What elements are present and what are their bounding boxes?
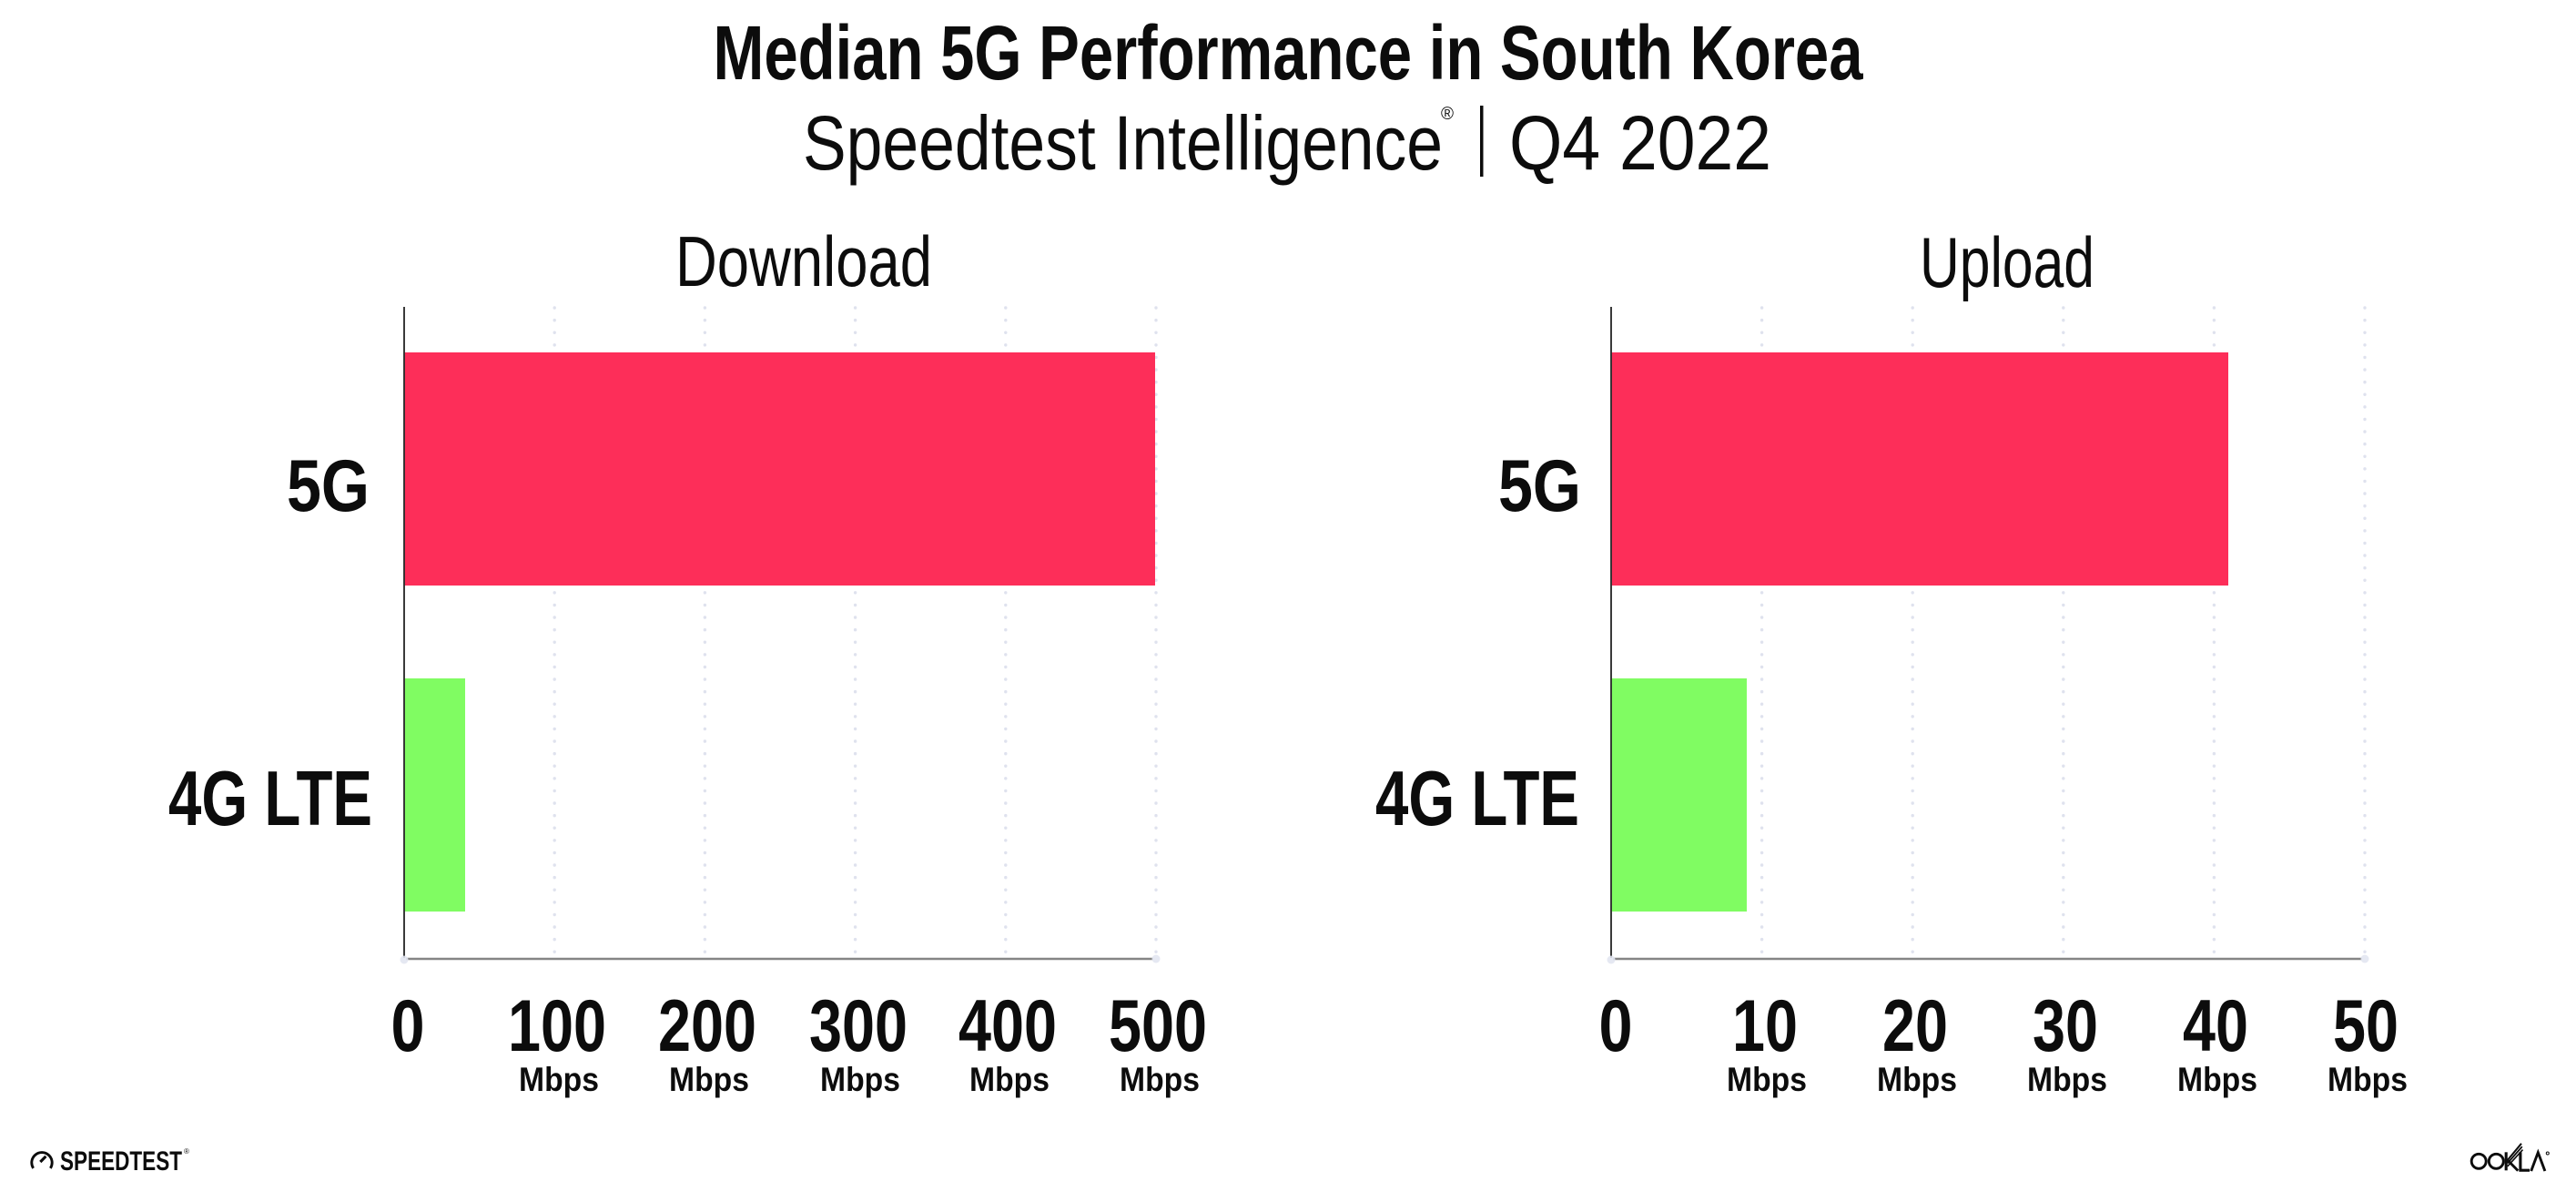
svg-text:Mbps: Mbps xyxy=(969,1060,1050,1098)
svg-text:SPEEDTEST: SPEEDTEST xyxy=(60,1146,182,1177)
svg-text:400: 400 xyxy=(958,985,1057,1067)
svg-text:300: 300 xyxy=(809,985,908,1067)
svg-text:0: 0 xyxy=(391,985,425,1067)
svg-text:0: 0 xyxy=(1599,985,1633,1067)
svg-text:®: ® xyxy=(184,1147,189,1156)
svg-text:Mbps: Mbps xyxy=(2177,1060,2257,1098)
svg-text:Mbps: Mbps xyxy=(2328,1060,2408,1098)
svg-text:5G: 5G xyxy=(287,445,370,527)
svg-text:4G LTE: 4G LTE xyxy=(1375,756,1579,842)
svg-text:Upload: Upload xyxy=(1920,222,2094,302)
svg-text:Mbps: Mbps xyxy=(519,1060,599,1098)
svg-text:50: 50 xyxy=(2333,985,2399,1067)
svg-text:®: ® xyxy=(1441,105,1454,124)
svg-text:Mbps: Mbps xyxy=(2027,1060,2107,1098)
svg-text:Mbps: Mbps xyxy=(669,1060,749,1098)
svg-text:Mbps: Mbps xyxy=(1877,1060,1957,1098)
svg-text:Mbps: Mbps xyxy=(1727,1060,1807,1098)
svg-text:Mbps: Mbps xyxy=(820,1060,900,1098)
svg-text:20: 20 xyxy=(1882,985,1948,1067)
svg-text:Speedtest Intelligence: Speedtest Intelligence xyxy=(803,100,1443,186)
svg-text:Download: Download xyxy=(675,221,932,301)
svg-text:5G: 5G xyxy=(1498,445,1581,527)
svg-text:40: 40 xyxy=(2183,985,2248,1067)
svg-text:Mbps: Mbps xyxy=(1120,1060,1200,1098)
svg-text:Q4 2022: Q4 2022 xyxy=(1509,100,1771,186)
svg-text:10: 10 xyxy=(1732,985,1798,1067)
svg-text:4G LTE: 4G LTE xyxy=(168,756,372,842)
svg-text:100: 100 xyxy=(508,985,606,1067)
svg-text:500: 500 xyxy=(1109,985,1207,1067)
svg-text:30: 30 xyxy=(2033,985,2098,1067)
svg-text:200: 200 xyxy=(658,985,756,1067)
svg-text:Median 5G Performance in South: Median 5G Performance in South Korea xyxy=(714,10,1864,96)
